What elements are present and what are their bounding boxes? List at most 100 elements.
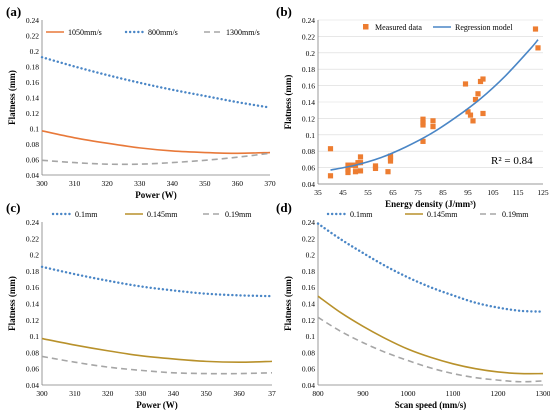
x-tick-label: 75 (414, 188, 422, 197)
x-tick-label: 900 (357, 389, 369, 398)
legend-label: 0.19mm (225, 210, 252, 219)
x-tick-label: 350 (199, 179, 211, 188)
legend-label: Measured data (375, 23, 422, 32)
y-tick-label: 0.16 (26, 283, 39, 292)
x-tick-label: 340 (167, 179, 179, 188)
y-tick-label: 0.16 (302, 82, 315, 91)
data-point (462, 81, 469, 87)
data-point (420, 138, 426, 144)
y-tick-label: 0.12 (302, 114, 315, 123)
y-tick-label: 0.04 (302, 381, 315, 390)
x-tick-label: 360 (232, 179, 244, 188)
y-tick-label: 0.2 (306, 251, 316, 260)
data-point (327, 173, 334, 179)
data-point (372, 165, 379, 172)
legend-label: 0.19mm (502, 210, 529, 219)
series-line (317, 295, 544, 375)
series-line (41, 337, 273, 363)
data-point (480, 110, 486, 117)
y-tick-label: 0.14 (26, 300, 39, 309)
panel-label: (d) (276, 200, 292, 215)
legend-label: 800mm/s (148, 28, 178, 37)
legend-label: 0.145mm (147, 210, 178, 219)
series-line (41, 130, 271, 155)
x-tick-label: 370 (264, 179, 276, 188)
x-tick-label: 125 (537, 188, 549, 197)
data-point (345, 162, 351, 168)
legend-label: Regression model (455, 23, 513, 32)
y-tick-label: 0.12 (26, 316, 39, 325)
data-point (387, 158, 394, 164)
y-tick-label: 0.08 (302, 147, 315, 156)
y-axis-label: Flatness (mm) (7, 276, 17, 331)
y-tick-label: 0.14 (302, 300, 315, 309)
x-tick-label: 65 (389, 188, 397, 197)
y-tick-label: 0.14 (26, 94, 39, 103)
data-point (420, 116, 426, 122)
panel-label: (a) (6, 4, 21, 19)
y-tick-label: 0.12 (26, 109, 39, 118)
y-tick-label: 0.24 (26, 16, 39, 25)
y-tick-label: 0.08 (26, 348, 39, 357)
data-point (532, 26, 539, 32)
y-axis-label: Flatness (mm) (283, 276, 293, 331)
x-tick-label: 45 (339, 188, 347, 197)
x-tick-label: 360 (234, 389, 246, 398)
data-point (475, 91, 481, 97)
panel-d: (d) 0.04 0.06 0.08 0.1 0.12 0.14 0.16 0.18 0.2 0.2… (276, 200, 550, 410)
data-point (352, 169, 359, 175)
x-tick-label: 105 (487, 188, 499, 197)
y-tick-label: 0.04 (26, 381, 39, 390)
y-tick-label: 0.08 (26, 140, 39, 149)
legend-label: 0.1mm (75, 210, 98, 219)
y-axis-label: Flatness (mm) (7, 70, 17, 125)
y-tick-label: 0.22 (302, 234, 315, 243)
x-tick-label: 1100 (446, 389, 461, 398)
x-tick-label: 330 (134, 179, 146, 188)
x-axis-label: Power (W) (136, 400, 178, 410)
series-line (40, 265, 274, 298)
x-tick-label: 85 (439, 188, 447, 197)
series-line (40, 56, 272, 109)
y-tick-label: 0.18 (26, 63, 39, 72)
y-tick-label: 0.18 (302, 267, 315, 276)
y-tick-label: 0.2 (30, 47, 40, 56)
y-tick-label: 0.14 (302, 98, 315, 107)
x-tick-label: 350 (201, 389, 213, 398)
x-tick-label: 35 (314, 188, 322, 197)
y-tick-label: 0.2 (306, 49, 316, 58)
y-tick-label: 0.1 (306, 131, 316, 140)
legend-label: 1300mm/s (226, 28, 260, 37)
x-tick-label: 340 (168, 389, 180, 398)
y-tick-label: 0.06 (302, 365, 315, 374)
y-tick-label: 0.2 (30, 251, 40, 260)
series-line (316, 222, 545, 313)
y-tick-label: 0.1 (30, 125, 40, 134)
x-tick-label: 95 (464, 188, 472, 197)
data-point (420, 122, 426, 128)
data-point (345, 169, 351, 176)
y-tick-label: 0.1 (306, 332, 316, 341)
x-tick-label: 800 (312, 389, 324, 398)
y-tick-label: 0.24 (302, 16, 315, 25)
y-tick-label: 0.18 (302, 65, 315, 74)
data-point (472, 96, 479, 103)
legend-label: 1050mm/s (68, 28, 102, 37)
panel-label: (b) (276, 4, 292, 19)
x-tick-label: 320 (102, 179, 114, 188)
data-point (465, 109, 471, 115)
y-tick-label: 0.24 (26, 218, 39, 227)
x-tick-label: 320 (102, 389, 114, 398)
panel-c: (c) 0.04 0.06 0.08 0.1 0.12 0.14 0.16 0.18 0.2 0.2… (6, 200, 276, 410)
series-line (317, 316, 544, 383)
y-axis-label: Flatness (mm) (283, 75, 293, 130)
y-tick-label: 0.1 (30, 332, 40, 341)
y-tick-label: 0.16 (26, 78, 39, 87)
y-tick-label: 0.22 (26, 234, 39, 243)
data-point (357, 160, 364, 166)
series-line (41, 355, 273, 375)
data-point (470, 118, 476, 124)
panel-label: (c) (6, 200, 20, 215)
data-point (467, 112, 474, 118)
